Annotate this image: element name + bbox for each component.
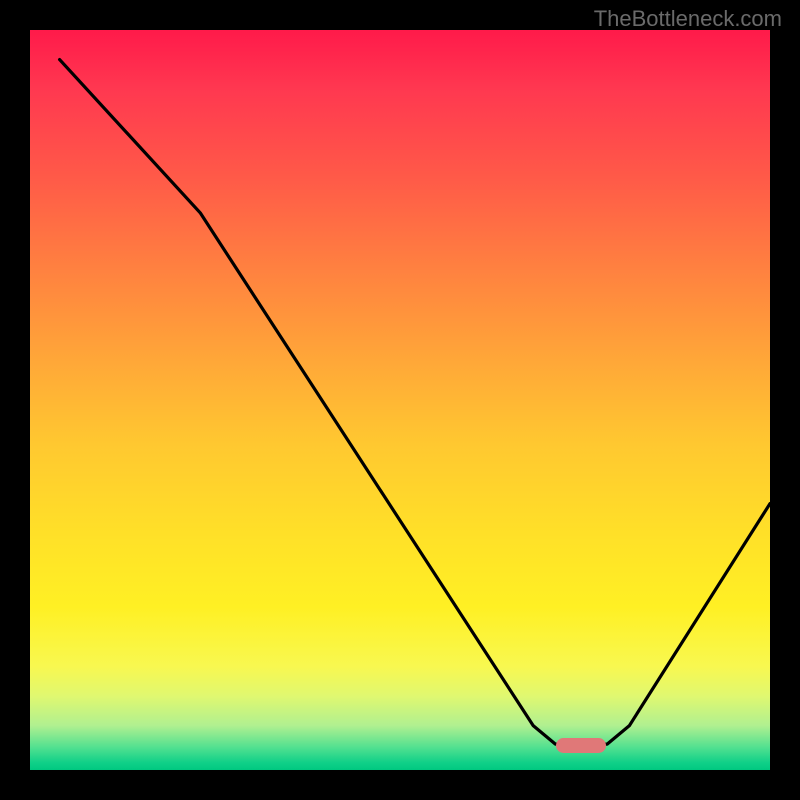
watermark-text: TheBottleneck.com bbox=[594, 6, 782, 32]
bottleneck-curve bbox=[30, 30, 770, 770]
optimal-marker bbox=[556, 738, 606, 753]
plot-area bbox=[30, 30, 770, 770]
